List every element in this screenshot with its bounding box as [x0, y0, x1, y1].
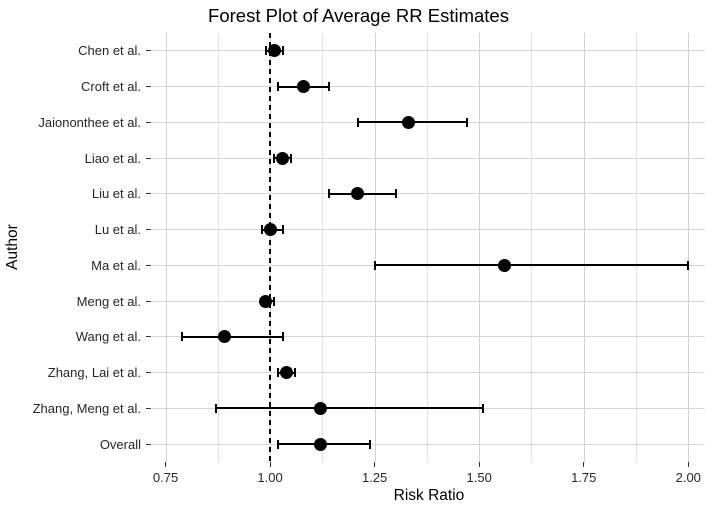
x-axis-tick: [374, 462, 376, 467]
y-axis-label: Lu et al.: [94, 222, 141, 238]
gridline-major: [374, 33, 376, 462]
y-axis-label: Wang et al.: [75, 329, 141, 345]
ci-cap-left: [277, 368, 280, 378]
y-axis-tick: [146, 300, 151, 302]
ci-cap-left: [356, 117, 359, 127]
ci-cap-right: [465, 117, 468, 127]
ci-cap-right: [369, 439, 372, 449]
gridline-minor: [426, 33, 428, 462]
estimate-point: [297, 80, 311, 94]
gridline-major: [479, 33, 481, 462]
gridline-minor: [636, 33, 637, 462]
x-axis-tick: [269, 462, 271, 467]
ci-cap-left: [260, 225, 263, 235]
ci-cap-right: [281, 225, 284, 235]
y-axis-tick: [146, 157, 151, 159]
estimate-point: [263, 223, 277, 237]
x-axis-tick: [687, 462, 689, 467]
ci-cap-right: [281, 46, 284, 56]
ci-cap-right: [394, 189, 397, 199]
estimate-point: [267, 44, 281, 58]
ci-cap-right: [482, 403, 485, 413]
estimate-point: [259, 294, 273, 308]
x-axis-tick-label: 1.25: [361, 470, 388, 485]
y-axis-tick: [146, 229, 151, 231]
ci-cap-left: [327, 189, 330, 199]
ci-bar: [182, 335, 283, 338]
x-axis-tick: [583, 462, 585, 467]
ci-bar: [215, 407, 484, 410]
estimate-point: [497, 258, 511, 272]
y-axis-tick: [146, 86, 151, 88]
estimate-point: [276, 151, 290, 165]
ci-cap-right: [281, 332, 284, 342]
reference-line: [269, 33, 272, 462]
ci-cap-left: [181, 332, 184, 342]
row-gridline: [153, 50, 705, 52]
y-axis-label: Liu et al.: [91, 186, 141, 202]
y-axis-label: Ma et al.: [91, 257, 141, 273]
y-axis-tick: [146, 121, 151, 123]
estimate-point: [313, 437, 327, 451]
x-axis-tick-label: 1.50: [466, 470, 492, 485]
y-axis-tick: [146, 443, 151, 445]
y-axis-tick: [146, 193, 151, 195]
x-axis-tick-label: 1.00: [257, 470, 283, 485]
y-axis-label: Jaiononthee et al.: [38, 114, 141, 130]
ci-cap-left: [273, 153, 276, 163]
row-gridline: [153, 336, 705, 338]
y-axis-label: Overall: [99, 436, 141, 452]
gridline-minor: [531, 33, 533, 462]
ci-cap-left: [277, 439, 280, 449]
estimate-point: [313, 401, 327, 415]
x-axis-tick: [165, 462, 167, 467]
y-axis-tick: [146, 50, 151, 52]
estimate-point: [351, 187, 365, 201]
y-axis-tick: [146, 336, 151, 338]
row-gridline: [153, 443, 705, 445]
y-axis-tick: [146, 407, 151, 409]
gridline-minor: [217, 33, 219, 462]
ci-cap-left: [373, 260, 376, 270]
row-gridline: [153, 86, 705, 88]
y-axis-label: Liao et al.: [84, 150, 141, 166]
estimate-point: [401, 115, 415, 129]
ci-cap-left: [264, 46, 267, 56]
ci-cap-left: [277, 82, 280, 92]
y-axis-title: Author: [4, 224, 21, 270]
ci-cap-right: [294, 368, 297, 378]
row-gridline: [153, 193, 705, 195]
y-axis-label: Zhang, Meng et al.: [32, 400, 141, 416]
ci-cap-left: [214, 403, 217, 413]
x-axis-tick-label: 2.00: [675, 470, 701, 485]
estimate-point: [280, 366, 294, 380]
x-axis-title: Risk Ratio: [393, 487, 465, 504]
ci-cap-right: [290, 153, 292, 163]
ci-bar: [374, 264, 689, 267]
gridline-major: [688, 33, 690, 462]
y-axis-label: Meng et al.: [76, 293, 141, 309]
row-gridline: [153, 157, 705, 159]
x-axis-tick-label: 1.75: [571, 470, 597, 485]
y-axis-label: Zhang, Lai et al.: [47, 365, 141, 381]
y-axis-tick: [146, 372, 151, 374]
ci-cap-right: [687, 260, 690, 270]
y-axis-label: Chen et al.: [78, 43, 141, 59]
gridline-major: [583, 33, 585, 462]
y-axis-tick: [146, 264, 151, 266]
gridline-major: [165, 33, 167, 462]
ci-cap-right: [273, 296, 276, 306]
estimate-point: [217, 330, 231, 344]
x-axis-tick: [478, 462, 480, 467]
x-axis-tick-label: 0.75: [152, 470, 179, 485]
row-gridline: [153, 372, 705, 374]
row-gridline: [153, 300, 705, 302]
gridline-minor: [322, 33, 324, 462]
ci-cap-right: [327, 82, 330, 92]
row-gridline: [153, 229, 705, 231]
chart-title: Forest Plot of Average RR Estimates: [208, 5, 509, 26]
y-axis-label: Croft et al.: [81, 79, 141, 95]
